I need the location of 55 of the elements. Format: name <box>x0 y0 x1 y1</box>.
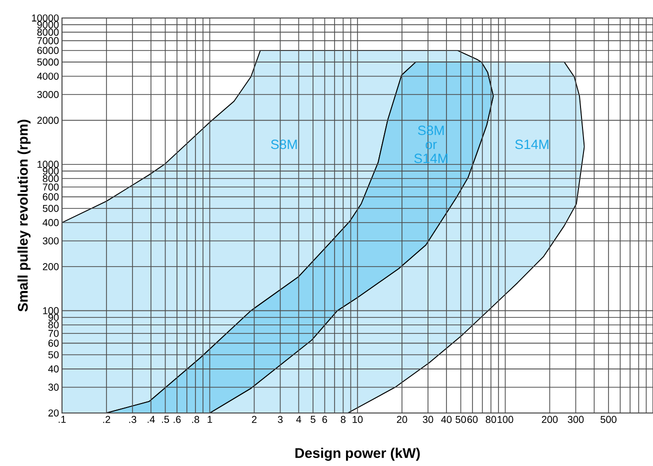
y-tick-label: 800 <box>42 174 59 182</box>
x-tick-label: 5 <box>310 416 316 423</box>
y-tick-label: 70 <box>48 330 59 337</box>
y-tick-label: 2000 <box>37 116 59 124</box>
y-tick-label: 4000 <box>37 72 59 80</box>
x-tick-label: 80 <box>486 416 496 424</box>
y-tick-label: 700 <box>42 183 59 191</box>
y-tick-label: 40 <box>48 365 59 372</box>
y-tick-label: 30 <box>48 384 59 391</box>
x-tick-label: .1 <box>58 416 66 423</box>
x-tick-label: 10 <box>352 416 363 424</box>
y-tick-label: 7000 <box>37 37 59 44</box>
y-tick-label: 600 <box>42 193 59 200</box>
x-tick-label: 4 <box>296 416 302 423</box>
x-tick-label: .5 <box>162 416 170 423</box>
x-tick-label: 60 <box>467 416 478 424</box>
x-tick-label: 50 <box>456 416 466 424</box>
x-tick-label: 200 <box>542 416 558 424</box>
x-tick-label: 40 <box>441 416 452 424</box>
y-tick-label: 6000 <box>37 46 59 54</box>
y-tick-label: 50 <box>48 351 59 358</box>
x-tick-label: .6 <box>174 416 181 424</box>
y-tick-label: 5000 <box>37 58 59 66</box>
y-tick-label: 80 <box>48 321 59 328</box>
x-tick-label: 20 <box>396 416 408 424</box>
series-label: S14M <box>515 140 548 150</box>
x-tick-label: .8 <box>192 416 200 424</box>
x-tick-label: .3 <box>129 416 136 424</box>
y-tick-label: 100 <box>43 307 59 314</box>
x-tick-label: .2 <box>103 416 110 423</box>
y-tick-label: 1000 <box>38 160 59 168</box>
x-tick-label: .4 <box>148 416 155 423</box>
x-tick-label: 2 <box>252 416 256 423</box>
y-tick-label: 8000 <box>37 28 59 36</box>
x-axis-title: Design power (kW) <box>295 448 420 461</box>
y-tick-label: 400 <box>42 219 59 226</box>
x-tick-label: 100 <box>498 416 514 424</box>
x-tick-label: 30 <box>422 416 434 424</box>
x-tick-label: 300 <box>568 416 584 424</box>
x-tick-label: 8 <box>340 416 346 424</box>
y-tick-label: 900 <box>42 168 59 175</box>
x-tick-label: 3 <box>278 416 283 424</box>
y-tick-label: 200 <box>42 263 59 270</box>
x-tick-label: 1 <box>208 416 212 423</box>
y-tick-label: 9000 <box>37 21 59 28</box>
y-tick-label: 20 <box>48 409 59 417</box>
y-tick-label: 300 <box>42 237 59 244</box>
y-tick-label: 60 <box>48 340 59 347</box>
y-tick-label: 3000 <box>37 90 59 98</box>
y-axis-title: Small pulley revolution (rpm) <box>18 120 31 312</box>
y-tick-label: 90 <box>48 314 59 321</box>
x-tick-label: 500 <box>600 416 616 424</box>
x-tick-label: 6 <box>322 416 328 424</box>
y-tick-label: 10000 <box>32 14 59 22</box>
y-tick-label: 500 <box>42 204 59 212</box>
